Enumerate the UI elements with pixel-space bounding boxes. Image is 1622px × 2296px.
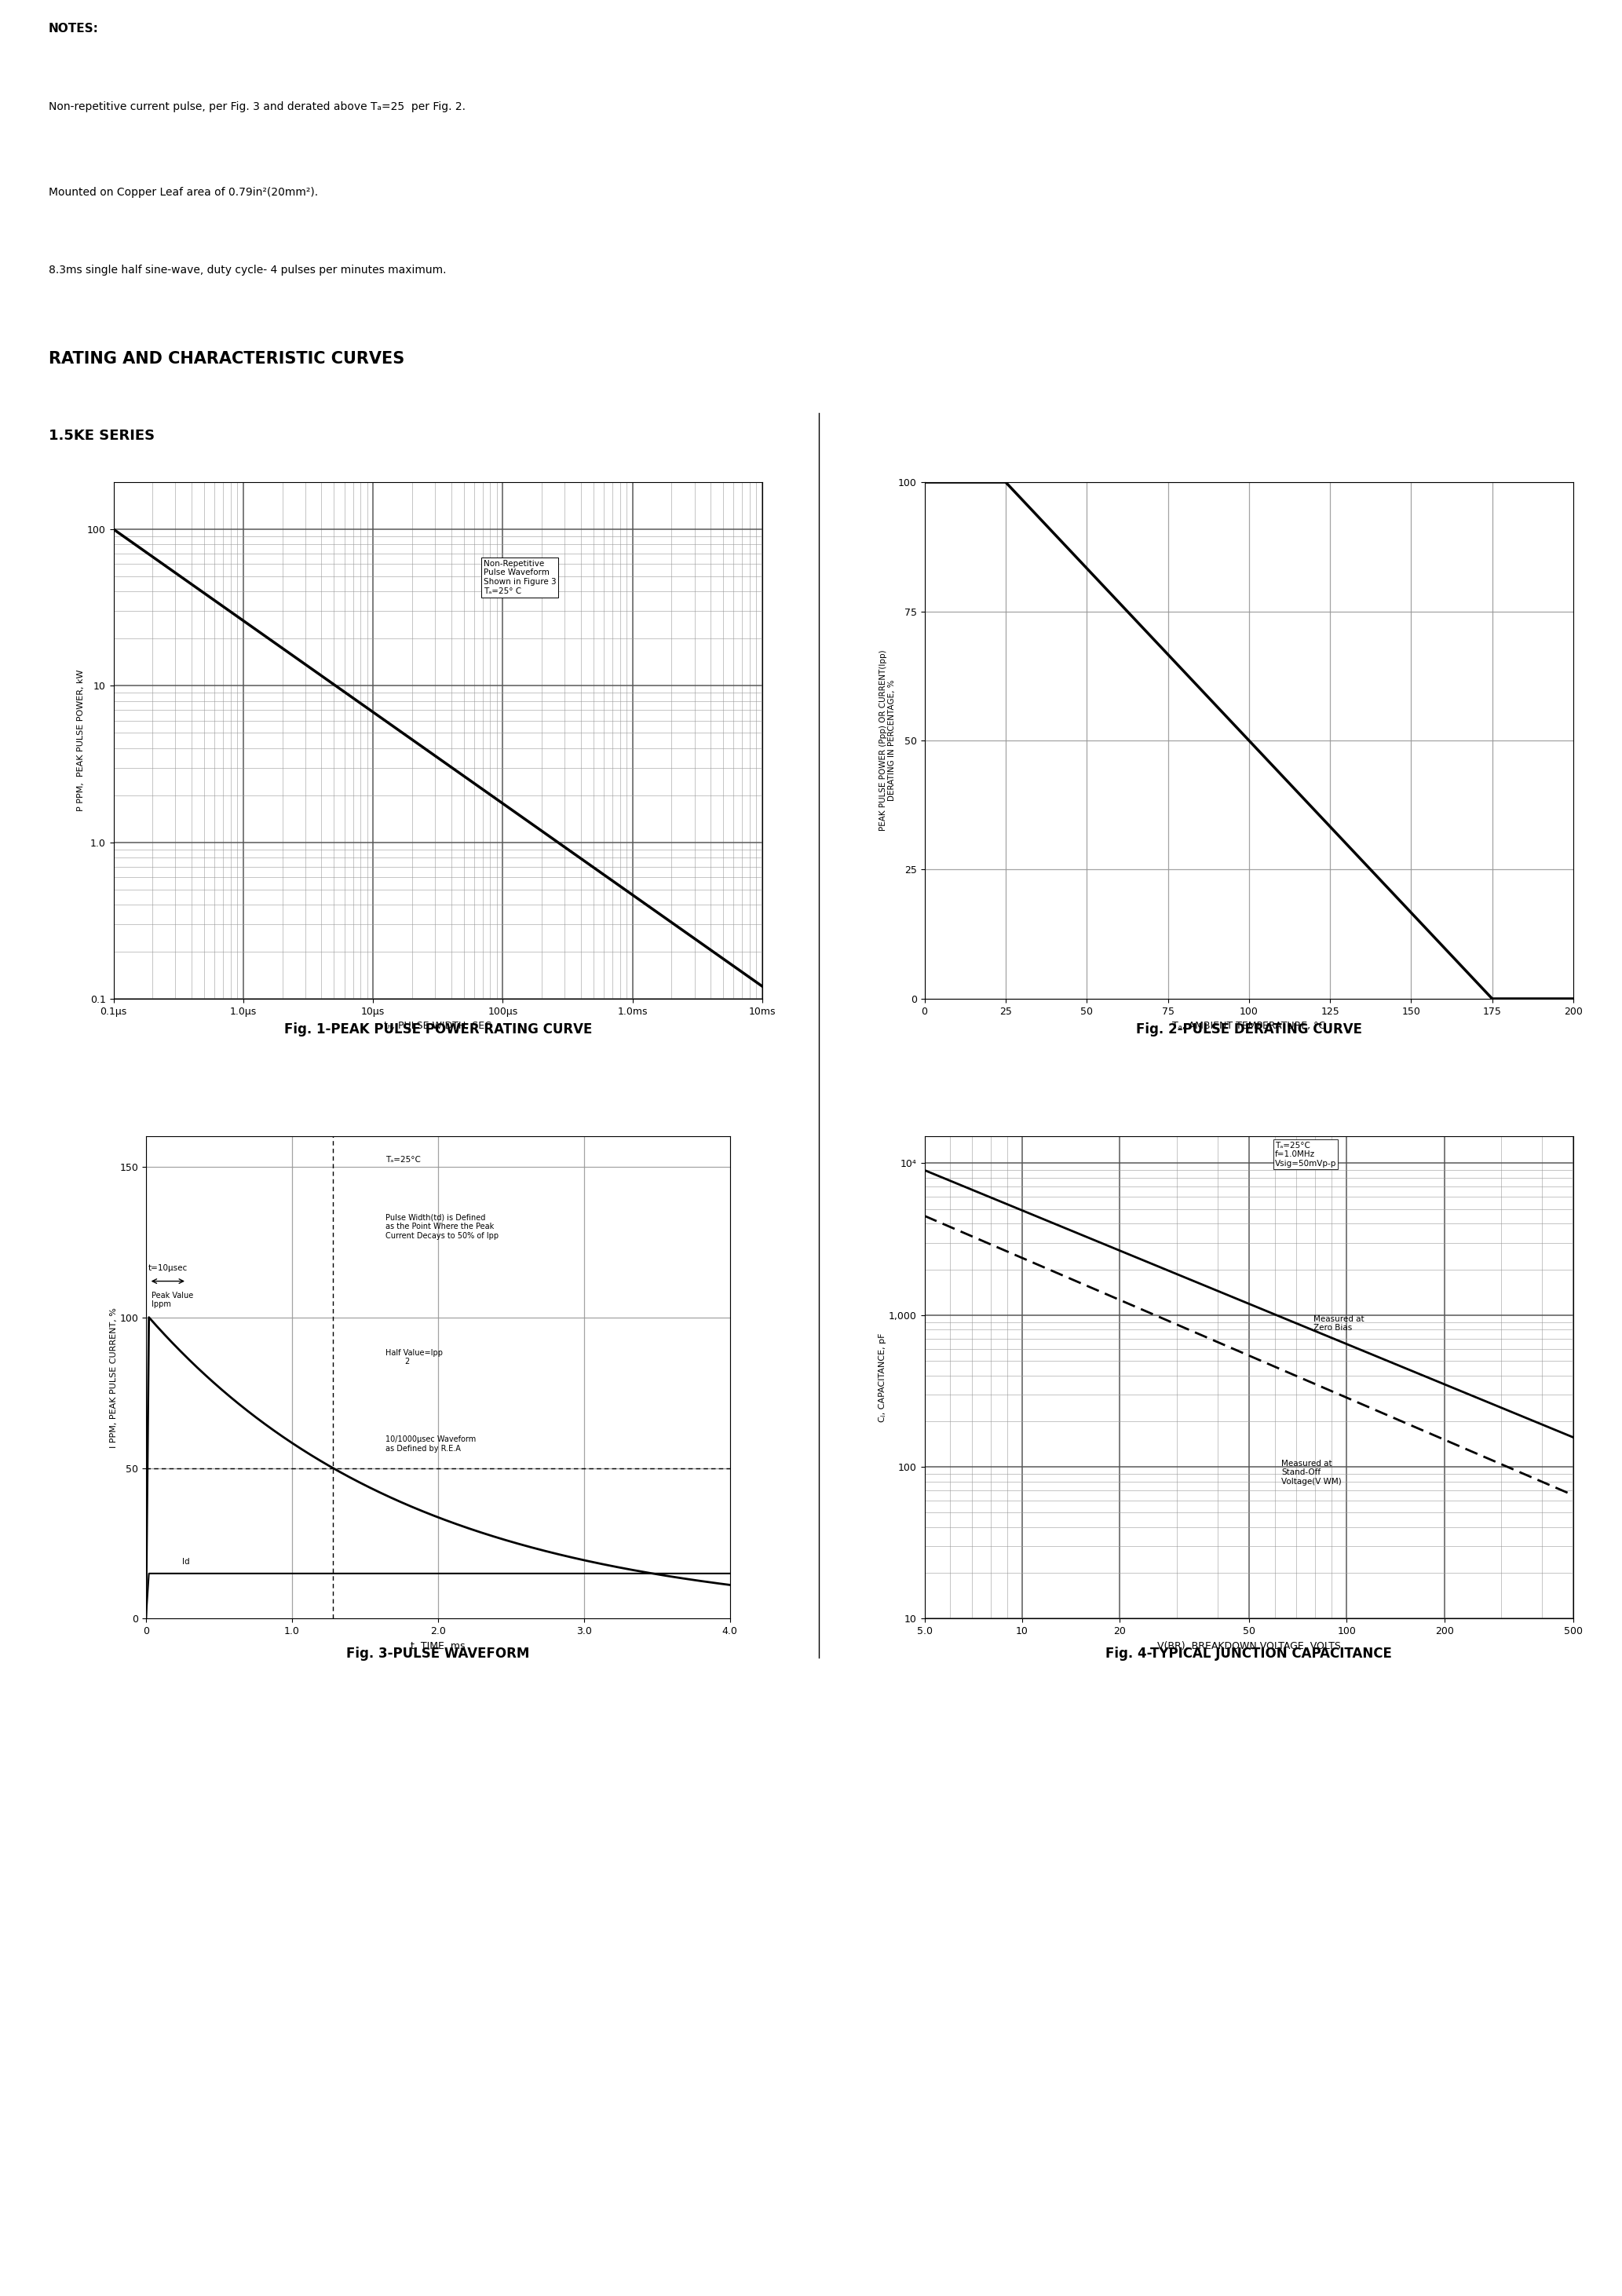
X-axis label: Tₐ, AMBIENT TEMPERATURE, °C: Tₐ, AMBIENT TEMPERATURE, °C: [1173, 1022, 1325, 1031]
Text: Mounted on Copper Leaf area of 0.79in²(20mm²).: Mounted on Copper Leaf area of 0.79in²(2…: [49, 186, 318, 197]
Text: Tₐ=25°C: Tₐ=25°C: [386, 1155, 420, 1164]
Text: RATING AND CHARACTERISTIC CURVES: RATING AND CHARACTERISTIC CURVES: [49, 351, 404, 367]
Text: Non-repetitive current pulse, per Fig. 3 and derated above Tₐ=25  per Fig. 2.: Non-repetitive current pulse, per Fig. 3…: [49, 101, 466, 113]
Text: Tₐ=25°C
f=1.0MHz
Vsig=50mVp-p: Tₐ=25°C f=1.0MHz Vsig=50mVp-p: [1275, 1141, 1337, 1166]
Text: Fig. 2-PULSE DERATING CURVE: Fig. 2-PULSE DERATING CURVE: [1135, 1022, 1362, 1035]
X-axis label: V(BR), BREAKDOWN VOLTAGE, VOLTS: V(BR), BREAKDOWN VOLTAGE, VOLTS: [1156, 1642, 1341, 1651]
Text: t=10μsec: t=10μsec: [148, 1265, 188, 1272]
Text: Measured at
Zero Bias: Measured at Zero Bias: [1314, 1316, 1364, 1332]
Text: Fig. 1-PEAK PULSE POWER RATING CURVE: Fig. 1-PEAK PULSE POWER RATING CURVE: [284, 1022, 592, 1035]
X-axis label: t, TIME, ms: t, TIME, ms: [410, 1642, 466, 1651]
Text: 8.3ms single half sine-wave, duty cycle- 4 pulses per minutes maximum.: 8.3ms single half sine-wave, duty cycle-…: [49, 264, 446, 276]
Text: Non-Repetitive
Pulse Waveform
Shown in Figure 3
Tₐ=25° C: Non-Repetitive Pulse Waveform Shown in F…: [483, 560, 556, 595]
Y-axis label: I PPM, PEAK PULSE CURRENT, %: I PPM, PEAK PULSE CURRENT, %: [110, 1306, 117, 1449]
Text: Measured at
Stand-Off
Voltage(V WM): Measured at Stand-Off Voltage(V WM): [1281, 1460, 1341, 1486]
Y-axis label: PEAK PULSE POWER (Ppp) OR CURRENT(Ipp)
DERATING IN PERCENTAGE, %: PEAK PULSE POWER (Ppp) OR CURRENT(Ipp) D…: [879, 650, 895, 831]
Text: Fig. 3-PULSE WAVEFORM: Fig. 3-PULSE WAVEFORM: [347, 1646, 529, 1660]
Text: 1.5KE SERIES: 1.5KE SERIES: [49, 429, 154, 443]
Text: Half Value=Ipp
        2: Half Value=Ipp 2: [386, 1348, 443, 1366]
Text: Fig. 4-TYPICAL JUNCTION CAPACITANCE: Fig. 4-TYPICAL JUNCTION CAPACITANCE: [1106, 1646, 1392, 1660]
Text: 10/1000μsec Waveform
as Defined by R.E.A: 10/1000μsec Waveform as Defined by R.E.A: [386, 1435, 475, 1453]
Text: Pulse Width(td) is Defined
as the Point Where the Peak
Current Decays to 50% of : Pulse Width(td) is Defined as the Point …: [386, 1215, 498, 1240]
Text: NOTES:: NOTES:: [49, 23, 99, 34]
Y-axis label: P PPM,  PEAK PULSE POWER, kW: P PPM, PEAK PULSE POWER, kW: [78, 670, 84, 810]
Text: Id: Id: [182, 1559, 190, 1566]
Text: Peak Value
Ippm: Peak Value Ippm: [152, 1290, 193, 1309]
Y-axis label: Cⱼ, CAPACITANCE, pF: Cⱼ, CAPACITANCE, pF: [879, 1334, 887, 1421]
X-axis label: tₕ, PULSE WIDTH, SEC: tₕ, PULSE WIDTH, SEC: [384, 1022, 491, 1031]
